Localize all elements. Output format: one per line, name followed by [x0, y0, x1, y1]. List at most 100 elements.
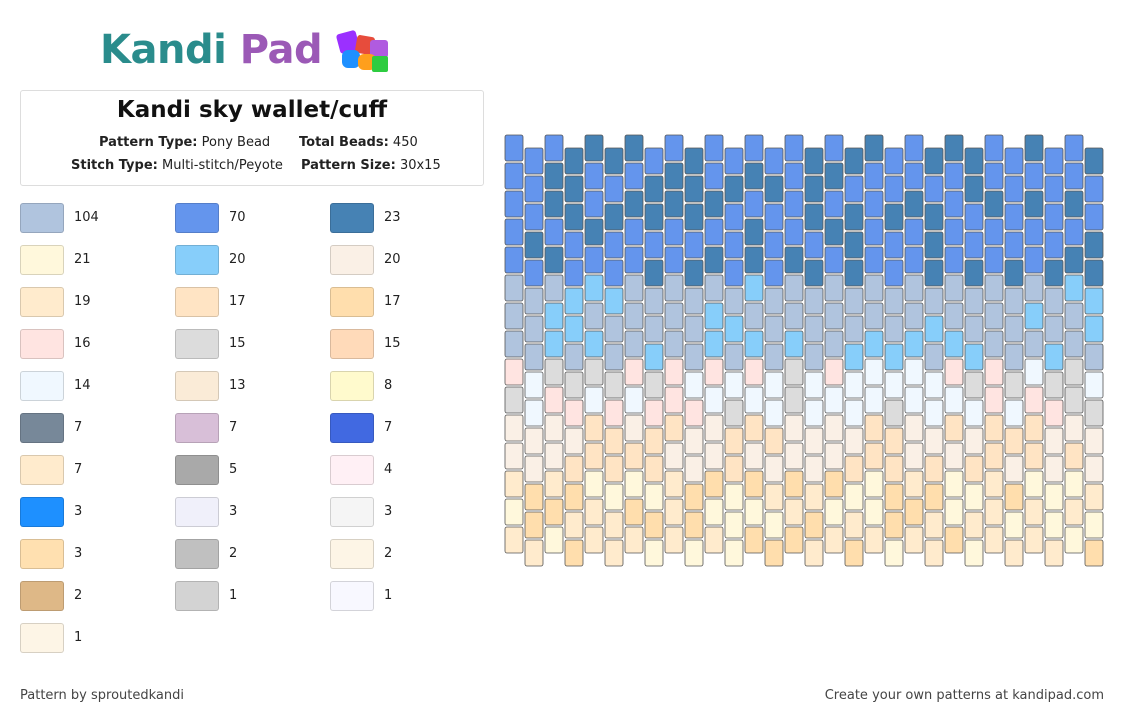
bead: [984, 414, 1004, 442]
bead: [604, 287, 624, 315]
bead: [544, 414, 564, 442]
bead: [924, 315, 944, 343]
bead: [644, 203, 664, 231]
bead: [1004, 259, 1024, 287]
bead: [624, 526, 644, 554]
bead: [824, 330, 844, 358]
bead: [764, 203, 784, 231]
bead: [804, 511, 824, 539]
bead: [684, 287, 704, 315]
bead: [564, 399, 584, 427]
bead: [604, 259, 624, 287]
bead: [504, 330, 524, 358]
bead: [824, 218, 844, 246]
bead: [624, 302, 644, 330]
bead: [624, 330, 644, 358]
bead: [1004, 147, 1024, 175]
bead: [884, 539, 904, 567]
bead: [704, 162, 724, 190]
logo-wordmark: Kandi Pad: [100, 26, 323, 74]
bead: [944, 330, 964, 358]
bead: [564, 203, 584, 231]
bead: [584, 274, 604, 302]
bead: [844, 371, 864, 399]
legend-count: 15: [384, 336, 401, 351]
bead: [1044, 343, 1064, 371]
legend-item: 13: [175, 371, 315, 405]
bead: [524, 147, 544, 175]
bead: [864, 218, 884, 246]
bead: [904, 218, 924, 246]
bead: [564, 539, 584, 567]
bead: [644, 231, 664, 259]
bead: [1084, 455, 1104, 483]
legend-item: 7: [330, 413, 470, 447]
pattern-size: Pattern Size: 30x15: [301, 158, 441, 173]
bead: [884, 343, 904, 371]
bead: [764, 259, 784, 287]
bead: [924, 175, 944, 203]
bead: [884, 203, 904, 231]
legend-item: 20: [330, 245, 470, 279]
bead: [564, 343, 584, 371]
kandipad-link[interactable]: Create your own patterns at kandipad.com: [824, 688, 1104, 703]
bead: [1004, 455, 1024, 483]
bead: [964, 455, 984, 483]
bead: [1084, 287, 1104, 315]
bead: [744, 274, 764, 302]
legend-swatch: [20, 329, 64, 359]
bead: [504, 246, 524, 274]
bead: [904, 190, 924, 218]
bead: [504, 470, 524, 498]
bead: [504, 134, 524, 162]
bead: [784, 302, 804, 330]
legend-item: 2: [175, 539, 315, 573]
bead: [724, 203, 744, 231]
bead: [1044, 287, 1064, 315]
bead: [824, 274, 844, 302]
bead: [624, 414, 644, 442]
bead: [1064, 526, 1084, 554]
bead: [584, 134, 604, 162]
bead: [664, 162, 684, 190]
bead: [744, 330, 764, 358]
bead: [624, 134, 644, 162]
bead: [1084, 315, 1104, 343]
bead: [1004, 511, 1024, 539]
bead: [584, 470, 604, 498]
legend-count: 20: [229, 252, 246, 267]
bead: [804, 483, 824, 511]
bead: [524, 399, 544, 427]
bead: [1024, 134, 1044, 162]
bead: [904, 162, 924, 190]
bead: [704, 190, 724, 218]
bead: [844, 175, 864, 203]
bead: [804, 147, 824, 175]
bead: [784, 386, 804, 414]
bead: [544, 218, 564, 246]
bead: [1024, 386, 1044, 414]
legend-item: 7: [175, 413, 315, 447]
bead: [824, 134, 844, 162]
legend-swatch: [175, 287, 219, 317]
bead: [1024, 330, 1044, 358]
bead: [844, 455, 864, 483]
bead: [1084, 511, 1104, 539]
legend-count: 1: [229, 588, 238, 603]
bead: [784, 498, 804, 526]
bead: [684, 315, 704, 343]
legend-count: 16: [74, 336, 91, 351]
bead: [1024, 218, 1044, 246]
legend-count: 2: [229, 546, 238, 561]
bead: [504, 442, 524, 470]
bead: [664, 414, 684, 442]
bead: [784, 442, 804, 470]
legend-swatch: [330, 413, 374, 443]
bead: [744, 162, 764, 190]
bead: [884, 287, 904, 315]
kandipad-logo: Kandi Pad: [100, 26, 410, 76]
bead: [744, 386, 764, 414]
legend-swatch: [330, 581, 374, 611]
legend-swatch: [175, 371, 219, 401]
bead: [904, 386, 924, 414]
